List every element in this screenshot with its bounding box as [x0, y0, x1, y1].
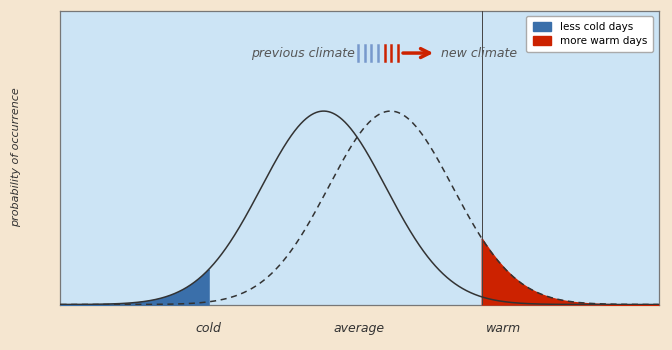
- Text: warm: warm: [485, 322, 521, 335]
- Text: new climate: new climate: [441, 47, 517, 60]
- Text: previous climate: previous climate: [251, 47, 355, 60]
- Legend: less cold days, more warm days: less cold days, more warm days: [526, 16, 653, 52]
- Text: average: average: [334, 322, 385, 335]
- Text: cold: cold: [196, 322, 222, 335]
- Text: probability of occurrence: probability of occurrence: [11, 88, 21, 228]
